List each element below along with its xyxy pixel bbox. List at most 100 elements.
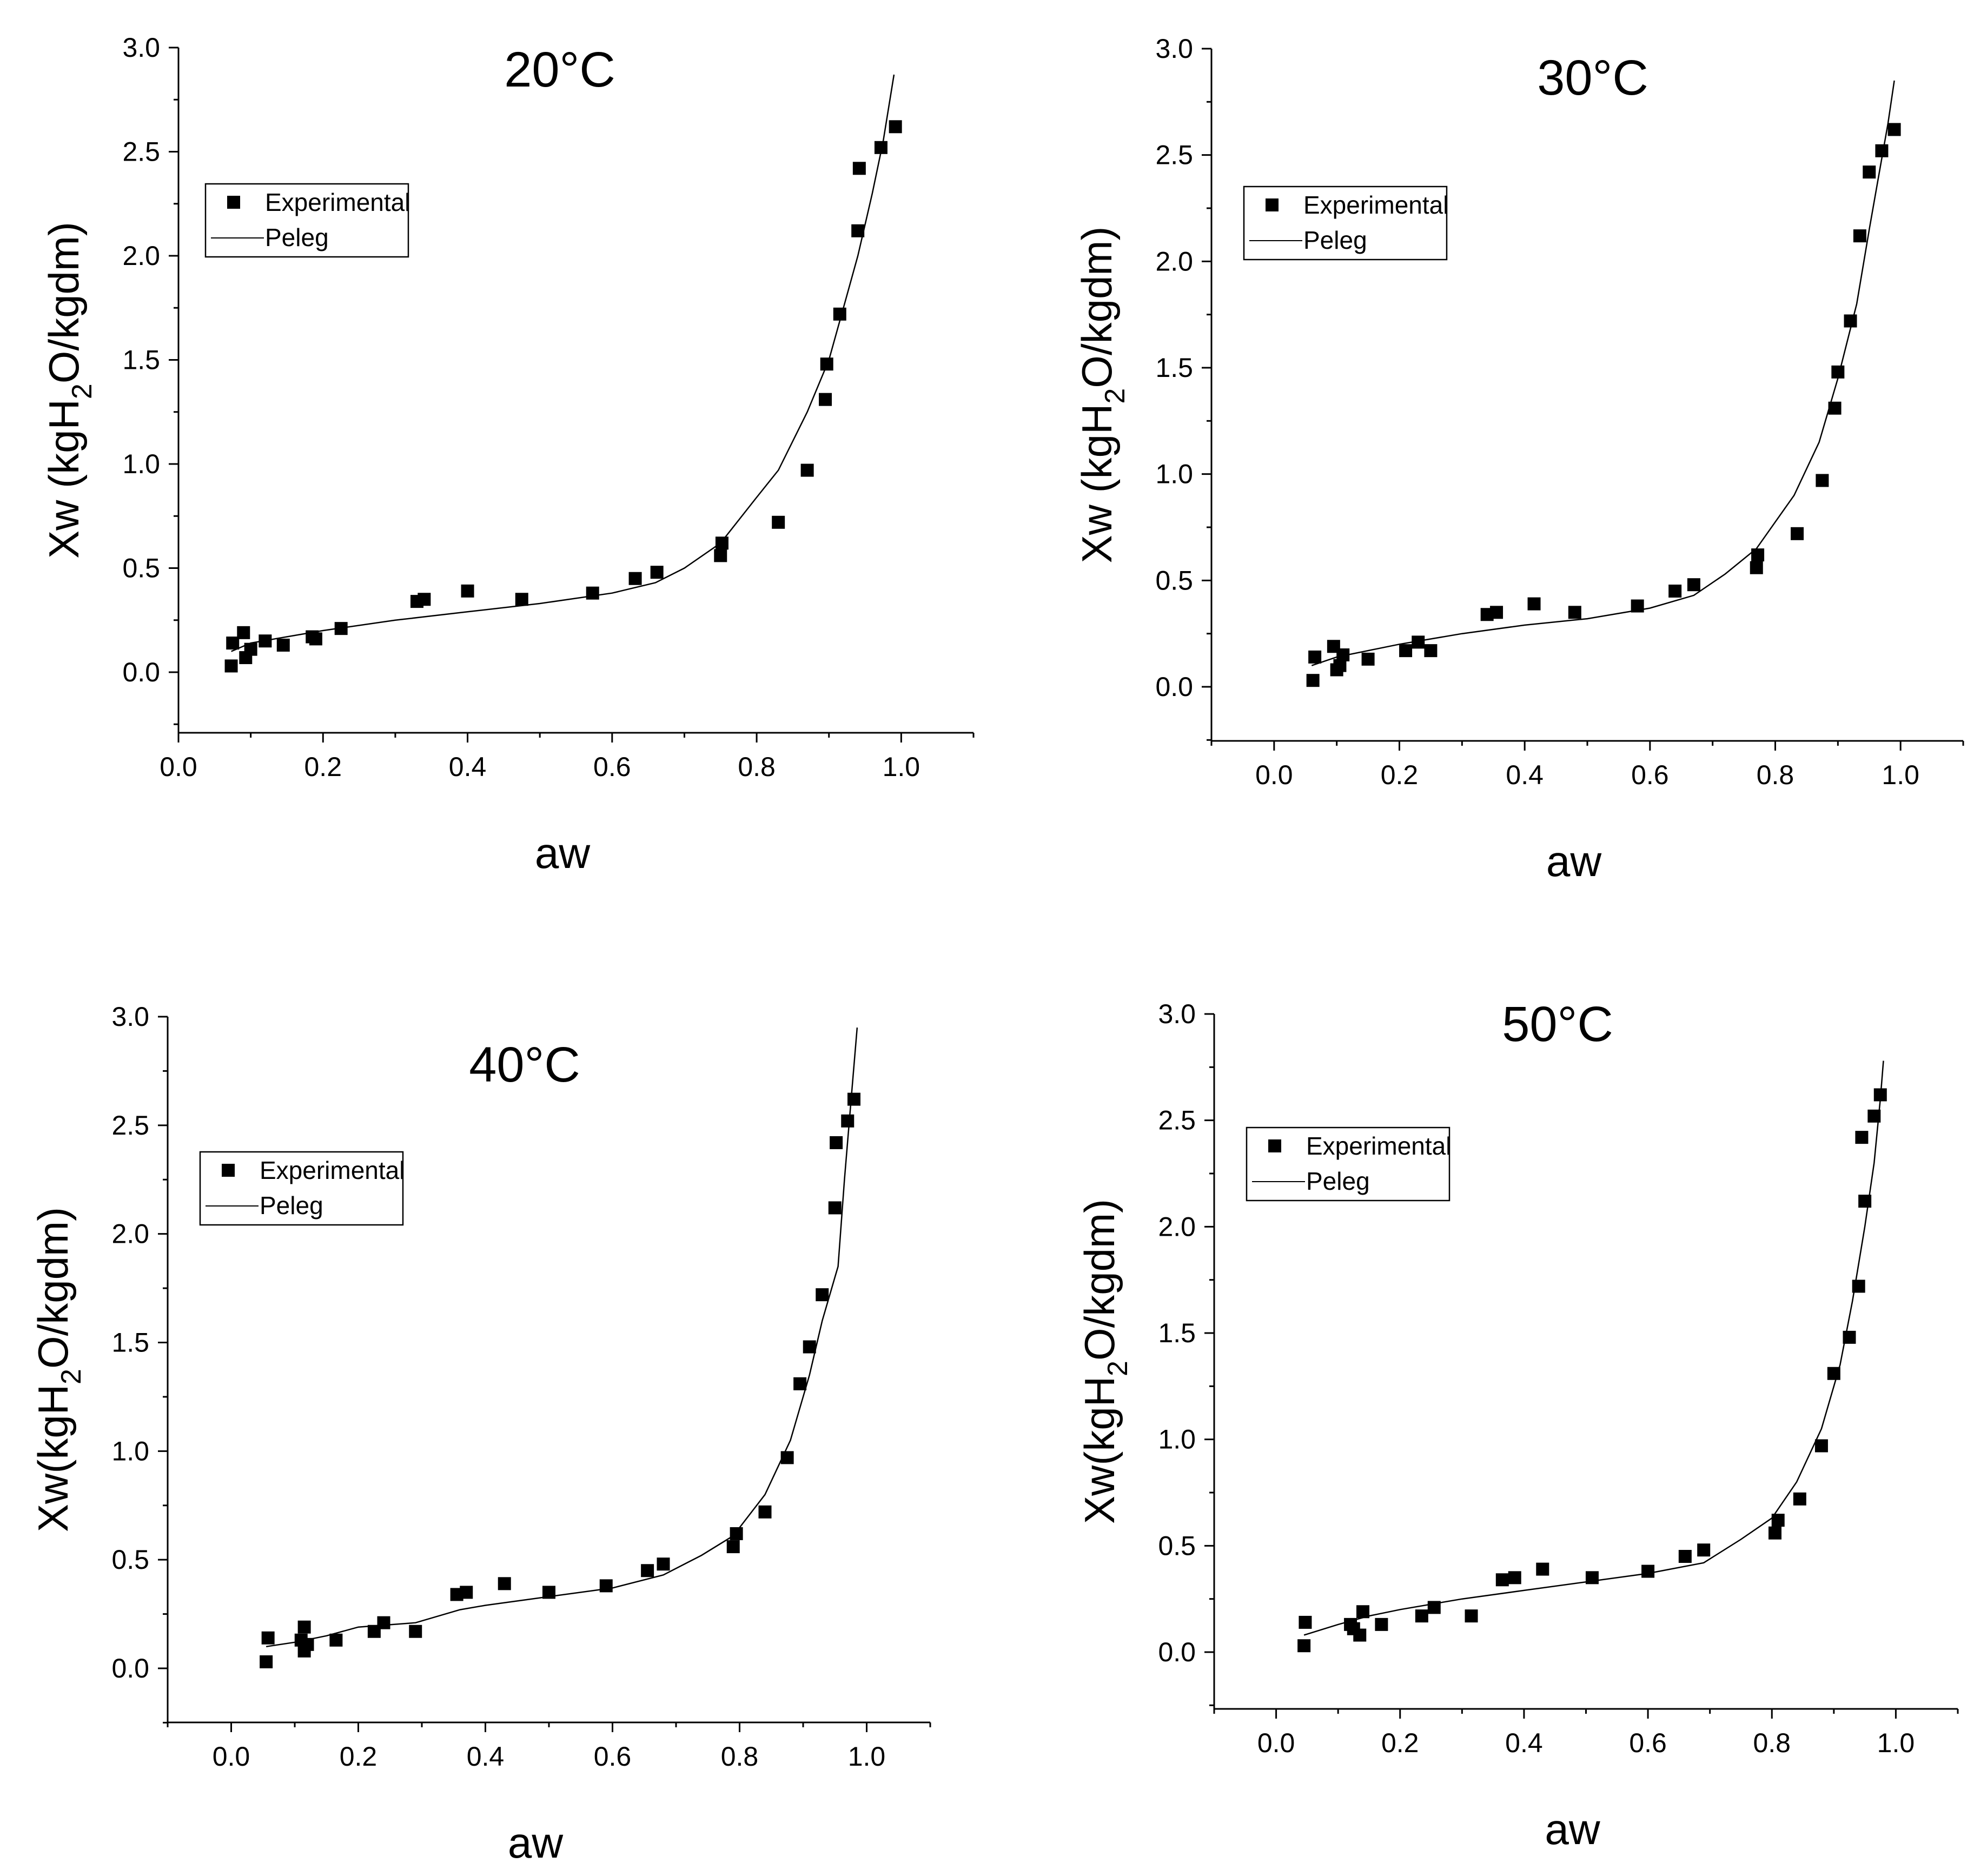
experimental-point — [309, 632, 322, 646]
x-tick-label: 0.4 — [1506, 760, 1544, 790]
experimental-point — [1508, 1571, 1521, 1585]
x-tick-label: 0.0 — [1255, 760, 1293, 790]
experimental-point — [715, 536, 728, 550]
x-tick-label: 0.2 — [304, 752, 342, 782]
experimental-point — [1793, 1492, 1806, 1506]
experimental-point — [586, 586, 599, 600]
y-tick-label: 0.0 — [1155, 672, 1193, 702]
experimental-point — [641, 1564, 654, 1577]
y-axis-label-suffix: O/kgdm) — [1073, 227, 1121, 388]
panel-title: 50°C — [1502, 997, 1613, 1052]
experimental-point — [276, 638, 290, 652]
experimental-point — [847, 1092, 860, 1106]
y-axis-label-subscript: 2 — [1102, 1361, 1134, 1376]
y-axis-label-subscript: 2 — [1100, 388, 1131, 404]
experimental-point — [1853, 229, 1866, 243]
experimental-point — [1299, 1615, 1312, 1629]
y-tick-label: 0.0 — [122, 657, 160, 687]
panel-title: 30°C — [1537, 50, 1648, 105]
experimental-point — [1399, 644, 1413, 658]
legend-label-peleg: Peleg — [260, 1191, 323, 1219]
panel-20c: 0.0 0.5 1.0 1.5 2.0 2.5 3.0 0.0 0.2 0.4 0.6 0.8 1.0 a… — [40, 32, 975, 877]
legend: Experimental Peleg — [199, 1151, 405, 1226]
x-tick-label: 0.8 — [1757, 760, 1794, 790]
legend: Experimental Peleg — [1243, 185, 1448, 261]
legend-marker-experimental — [1266, 198, 1279, 211]
experimental-point — [1306, 674, 1320, 687]
experimental-point — [1791, 527, 1804, 540]
experimental-point — [628, 572, 642, 585]
experimental-point — [772, 515, 785, 529]
experimental-point — [1353, 1628, 1367, 1642]
peleg-model-line — [1303, 1060, 1884, 1636]
x-tick-label: 0.0 — [160, 752, 197, 782]
experimental-point — [1490, 606, 1504, 619]
y-axis-label-suffix: O/kgdm) — [40, 222, 88, 383]
peleg-model-line — [1311, 80, 1895, 666]
y-axis-label-prefix: Xw (kgH — [40, 399, 88, 559]
experimental-point — [1750, 561, 1763, 574]
x-tick-label: 0.8 — [1753, 1728, 1791, 1758]
experimental-point — [816, 1288, 829, 1302]
experimental-point — [889, 120, 902, 134]
experimental-point — [726, 1540, 740, 1554]
y-tick-label: 2.0 — [111, 1219, 149, 1249]
experimental-point — [1855, 1131, 1869, 1144]
experimental-point — [1697, 1543, 1711, 1557]
y-tick-label: 2.5 — [1155, 140, 1193, 170]
experimental-point — [329, 1633, 343, 1647]
y-tick-label: 1.5 — [1155, 353, 1193, 383]
x-tick-label: 1.0 — [1882, 760, 1919, 790]
y-tick-label: 1.0 — [111, 1436, 149, 1466]
experimental-point — [1527, 597, 1541, 611]
panel-50c: 0.0 0.5 1.0 1.5 2.0 2.5 3.0 0.0 0.2 0.4 0.6 0.8 1.0 a… — [1076, 997, 1959, 1853]
panel-40c: 0.0 0.5 1.0 1.5 2.0 2.5 3.0 0.0 0.2 0.4 0.6 0.8 1.0 a… — [29, 1002, 931, 1867]
experimental-point — [803, 1340, 816, 1354]
experimental-point — [1687, 578, 1700, 592]
x-tick-label: 0.8 — [738, 752, 776, 782]
y-tick-label: 2.0 — [122, 241, 160, 271]
x-tick-label: 0.4 — [467, 1741, 505, 1772]
experimental-point — [793, 1377, 807, 1390]
legend-label-experimental: Experimental — [1303, 191, 1448, 219]
y-axis-label-suffix: O/kgdm) — [1076, 1199, 1123, 1361]
panel-title: 20°C — [504, 42, 615, 97]
panel-title: 40°C — [469, 1037, 580, 1092]
experimental-point — [650, 566, 664, 579]
y-tick-label: 3.0 — [1155, 34, 1193, 64]
experimental-point — [261, 1631, 275, 1645]
y-tick-label: 0.0 — [1158, 1637, 1196, 1667]
experimental-point — [1536, 1562, 1549, 1576]
legend-label-experimental: Experimental — [1306, 1132, 1451, 1160]
y-tick-label: 1.0 — [122, 449, 160, 479]
y-tick-label: 0.5 — [1155, 565, 1193, 595]
y-axis-label: Xw(kgH2O/kgdm) — [29, 1207, 87, 1532]
legend: Experimental Peleg — [1246, 1126, 1451, 1202]
x-axis-label: aw — [1545, 1805, 1600, 1853]
peleg-model-line — [231, 74, 895, 652]
experimental-point — [1678, 1550, 1692, 1563]
legend-label-peleg: Peleg — [1306, 1167, 1370, 1195]
x-tick-label: 1.0 — [883, 752, 920, 782]
y-tick-label: 1.0 — [1158, 1424, 1196, 1455]
experimental-point — [226, 637, 240, 650]
y-tick-label: 0.0 — [111, 1653, 149, 1683]
x-axis-label: aw — [508, 1819, 563, 1867]
y-tick-label: 0.5 — [122, 553, 160, 584]
x-tick-label: 0.4 — [1505, 1728, 1543, 1758]
x-tick-label: 0.2 — [1381, 1728, 1419, 1758]
legend-marker-experimental — [227, 196, 240, 209]
x-tick-label: 0.0 — [1257, 1728, 1295, 1758]
experimental-point — [800, 463, 814, 477]
experimental-point — [1844, 314, 1857, 328]
y-tick-label: 2.0 — [1158, 1211, 1196, 1242]
x-tick-label: 1.0 — [848, 1741, 886, 1772]
experimental-point — [1375, 1618, 1388, 1631]
experimental-point — [1768, 1526, 1781, 1540]
legend-label-peleg: Peleg — [265, 223, 329, 251]
y-axis-label-prefix: Xw(kgH — [1076, 1376, 1123, 1524]
experimental-point — [1887, 123, 1901, 136]
y-axis-label: Xw (kgH2O/kgdm) — [1073, 227, 1131, 564]
y-tick-label: 2.0 — [1155, 246, 1193, 276]
y-tick-label: 3.0 — [122, 32, 160, 63]
